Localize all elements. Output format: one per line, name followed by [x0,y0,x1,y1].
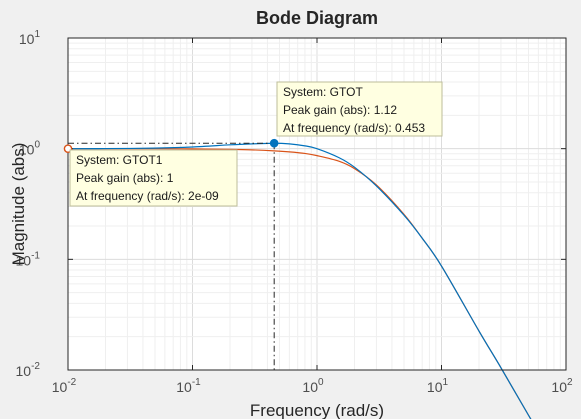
series-line-gtot [67,142,532,419]
y-tick-label: 101 [19,29,41,47]
series-layer [67,142,532,419]
x-tick-label: 100 [302,377,324,395]
datatip-gtot1-line: System: GTOT1 [76,153,163,167]
datatips: System: GTOT Peak gain (abs): 1.12 At freq… [69,81,443,207]
tick-labels: 10-2 10-1 100 101 102 10-2 10-1 100 101 [16,29,573,395]
y-tick-label: 100 [19,140,41,158]
x-tick-label: 102 [551,377,573,395]
x-tick-label: 10-2 [52,377,77,395]
y-axis-label: Magnitude (abs) [9,143,28,266]
datatip-gtot1-line: Peak gain (abs): 1 [76,171,174,185]
chart-title: Bode Diagram [256,8,378,28]
datatip-gtot: System: GTOT Peak gain (abs): 1.12 At freq… [276,81,443,137]
x-tick-label: 101 [427,377,449,395]
x-tick-label: 10-1 [176,377,201,395]
markers [63,138,279,153]
datatip-gtot1-box [69,149,238,207]
datatip-gtot-line: At frequency (rad/s): 0.453 [283,121,425,135]
datatip-gtot-box [276,81,443,137]
datatip-gtot-line: System: GTOT [283,85,363,99]
datatip-gtot-line: Peak gain (abs): 1.12 [283,103,397,117]
datatip-gtot1: System: GTOT1 Peak gain (abs): 1 At freque… [69,149,238,207]
y-tick-label: 10-2 [16,361,41,379]
datatip-gtot1-line: At frequency (rad/s): 2e-09 [76,189,219,203]
marker-gtot-peak [269,138,279,148]
guide-lines [68,142,275,370]
x-axis-label: Frequency (rad/s) [250,401,384,419]
y-tick-label: 10-1 [16,250,41,268]
